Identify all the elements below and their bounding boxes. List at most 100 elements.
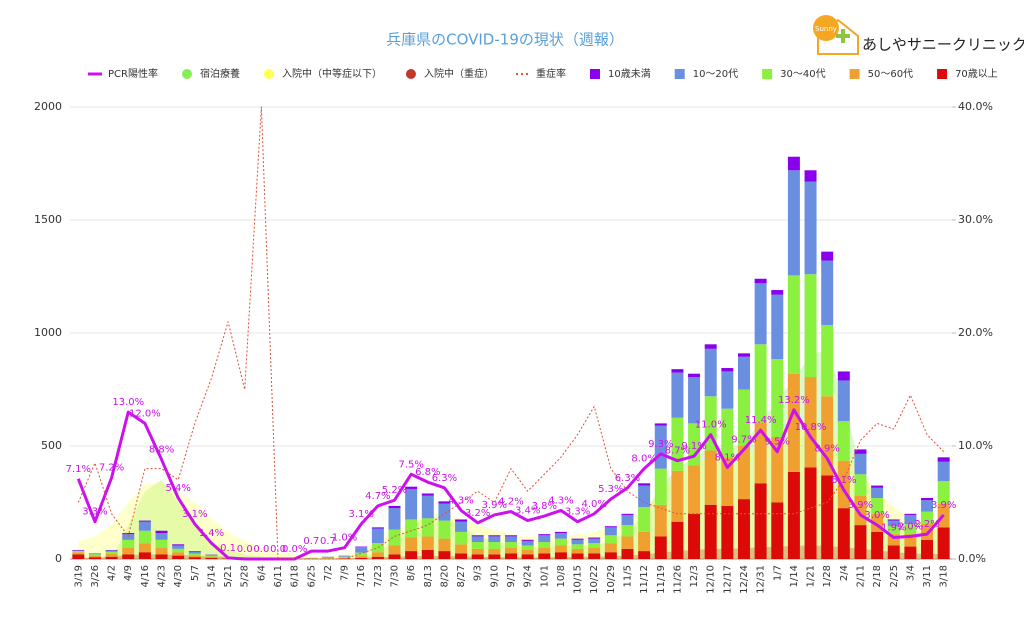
bar: [488, 536, 501, 543]
data-label: 9.3%: [648, 439, 673, 450]
x-tick-label: 4/30: [173, 565, 184, 587]
x-tick-label: 10/22: [589, 565, 600, 594]
x-tick-label: 2/4: [839, 565, 850, 581]
bar: [122, 554, 135, 559]
bar: [654, 536, 667, 559]
data-label: 3.4%: [515, 506, 540, 517]
bar: [904, 534, 917, 547]
data-label: 13.2%: [778, 395, 810, 406]
bar: [122, 539, 135, 548]
bar: [854, 525, 867, 559]
y-tick-label: 2000: [34, 100, 62, 113]
x-tick-label: 10/15: [573, 565, 584, 594]
bar: [355, 547, 368, 553]
bar: [388, 554, 401, 559]
bar: [737, 356, 750, 390]
bar: [205, 554, 218, 556]
x-tick-label: 12/17: [722, 565, 733, 594]
bar: [438, 538, 451, 552]
data-label: 11.0%: [695, 420, 727, 431]
x-tick-label: 5/7: [190, 565, 201, 581]
x-tick-label: 11/5: [622, 565, 633, 587]
bar: [405, 551, 418, 559]
bar: [754, 278, 767, 284]
bar: [88, 554, 101, 556]
data-label: 3.3%: [82, 507, 107, 518]
x-tick-label: 11/19: [656, 565, 667, 594]
bar: [671, 372, 684, 418]
bar: [188, 551, 201, 554]
bar: [704, 450, 717, 505]
bar: [471, 535, 484, 537]
bar: [654, 425, 667, 469]
bar: [871, 487, 884, 498]
bar: [321, 557, 334, 559]
bar: [721, 368, 734, 372]
data-label: 8.8%: [149, 445, 174, 456]
bar: [621, 525, 634, 537]
x-tick-label: 8/27: [456, 565, 467, 587]
bar: [638, 485, 651, 508]
chart-title: 兵庫県のCOVID-19の現状（週報）: [386, 31, 624, 49]
x-tick-label: 9/24: [523, 565, 534, 587]
bar: [554, 533, 567, 539]
logo-text: あしやサニークリニック: [862, 36, 1024, 54]
bar: [787, 275, 800, 374]
bar: [88, 553, 101, 555]
legend-label: 70歳以上: [955, 68, 998, 80]
bar: [355, 552, 368, 557]
bar: [505, 547, 517, 554]
bar: [904, 513, 917, 515]
y2-tick-label: 40.0%: [958, 100, 993, 113]
x-tick-label: 9/3: [473, 565, 484, 581]
bar: [338, 555, 351, 557]
bar: [488, 542, 501, 549]
bar: [471, 542, 484, 549]
bar: [771, 294, 784, 359]
bar: [937, 481, 950, 504]
line: [77, 106, 945, 560]
bar: [388, 529, 401, 546]
bar: [654, 504, 667, 537]
bar: [72, 551, 85, 553]
bar: [371, 556, 384, 559]
bar: [455, 553, 468, 559]
data-label: 0.1: [220, 543, 236, 554]
x-tick-label: 6/11: [273, 565, 284, 587]
bar: [505, 535, 517, 537]
data-label: 11.4%: [745, 415, 777, 426]
bar: [138, 552, 151, 559]
bar: [804, 170, 817, 182]
x-tick-label: 12/24: [739, 565, 750, 594]
bar: [188, 553, 201, 556]
bar: [405, 537, 418, 552]
data-label: 8.1%: [715, 452, 740, 463]
x-tick-label: 5/21: [223, 565, 234, 587]
legend-label: 重症率: [536, 67, 566, 80]
legend-label: PCR陽性率: [108, 67, 158, 80]
bar: [854, 495, 867, 526]
bar: [837, 421, 850, 461]
x-tick-label: 9/17: [506, 565, 517, 587]
data-label: 4.3%: [448, 495, 473, 506]
data-label: 3.8%: [532, 501, 557, 512]
x-tick-label: 8/6: [406, 565, 417, 581]
bar: [721, 457, 734, 506]
bar: [721, 371, 734, 409]
data-label: 8.9%: [814, 443, 839, 454]
bar: [771, 290, 784, 295]
bar: [438, 520, 451, 539]
x-tick-label: 2/11: [855, 565, 866, 587]
bar: [737, 353, 750, 357]
data-label: 3.2%: [465, 508, 490, 519]
bar: [887, 545, 900, 559]
bar: [538, 542, 551, 548]
bar: [205, 555, 218, 557]
bar: [621, 514, 634, 526]
bar: [172, 555, 185, 559]
bar: [155, 530, 168, 534]
data-label: 0.0: [237, 544, 253, 555]
data-label: 8.0%: [631, 454, 656, 465]
